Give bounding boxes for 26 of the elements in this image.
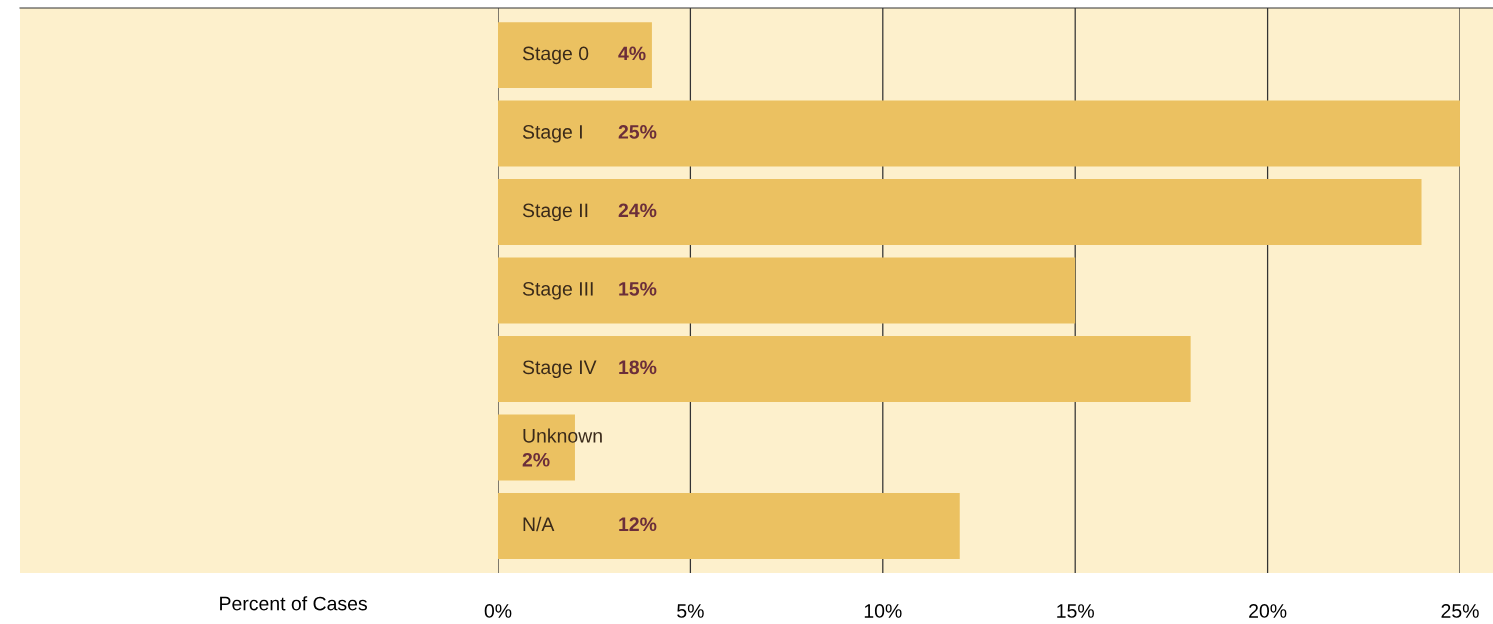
y-tick-label: Stage III [522, 281, 593, 300]
x-tick-label: 25% [1441, 604, 1479, 618]
data-label: 25% [618, 125, 657, 139]
text: Percent of Cases [220, 596, 367, 611]
data-label: 12% [619, 517, 657, 532]
x-tick-label: 0% [484, 604, 512, 618]
data-label: 24% [618, 203, 657, 218]
bar [498, 22, 652, 89]
y-tick-label: Stage II [522, 203, 588, 222]
data-label: 15% [619, 282, 657, 296]
y-tick-label: N/A [523, 516, 555, 532]
x-tick-label: 15% [1057, 604, 1094, 618]
bar [498, 492, 960, 559]
y-tick-label: Stage 0 [522, 46, 589, 65]
bar [498, 100, 1460, 167]
bar [498, 336, 1191, 402]
bar [498, 257, 1076, 324]
x-tick-label: 10% [864, 604, 902, 618]
y-tick-label: Stage I [522, 125, 582, 143]
bar [498, 179, 1422, 245]
x-tick-label: 5% [677, 604, 704, 618]
data-label: 2% [522, 452, 550, 467]
y-tick-label: Stage IV [522, 360, 597, 379]
x-tick-label: 20% [1249, 604, 1287, 618]
data-label: 18% [619, 360, 657, 375]
data-label: 4% [618, 46, 646, 61]
